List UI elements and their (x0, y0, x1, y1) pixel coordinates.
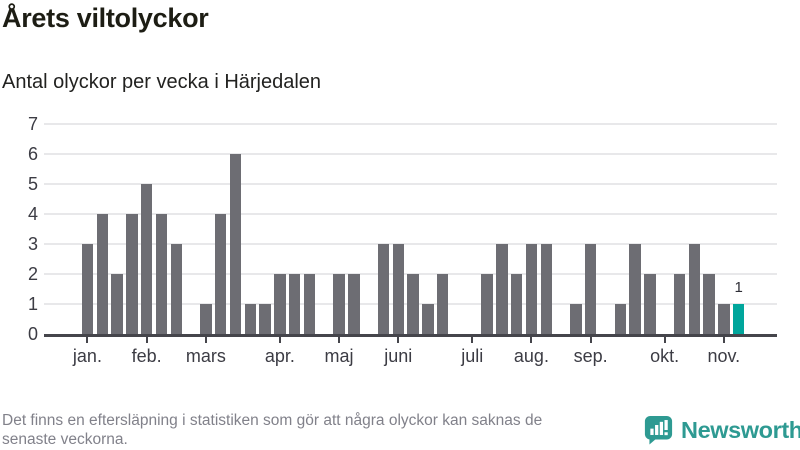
y-axis-label-3: 3 (27, 234, 38, 254)
bar-week-19 (348, 274, 360, 334)
bar-week-24 (422, 304, 434, 334)
gridline-4 (44, 213, 777, 215)
bar-week-9 (200, 304, 212, 334)
x-axis-label-aug: aug. (513, 346, 549, 366)
x-axis-label-mars: mars (185, 346, 226, 366)
y-axis-label-6: 6 (27, 144, 38, 164)
bar-week-44 (718, 304, 730, 334)
x-tick-mars (204, 337, 207, 343)
x-tick-jan (86, 337, 89, 343)
x-axis-label-juli: juli (461, 346, 484, 366)
bar-week-6 (155, 214, 168, 334)
x-axis-label-jan: jan. (72, 346, 102, 366)
y-axis-label-1: 1 (27, 294, 38, 314)
x-tick-nov (722, 337, 725, 343)
bar-week-7 (170, 244, 182, 334)
chart-subtitle: Antal olyckor per vecka i Härjedalen (2, 71, 322, 93)
bar-week-41 (673, 274, 686, 334)
bar-week-29 (496, 244, 508, 334)
bar-week-13 (259, 304, 271, 334)
bar-week-45 (732, 304, 745, 334)
bar-week-15 (288, 274, 301, 334)
y-axis-label-5: 5 (27, 174, 38, 194)
bar-week-37 (614, 304, 626, 334)
x-axis-label-apr: apr. (264, 346, 295, 366)
bar-week-12 (244, 304, 256, 334)
x-axis-label-okt: okt. (650, 346, 680, 366)
x-tick-okt (663, 337, 666, 343)
x-axis-label-juni: juni (384, 346, 413, 366)
x-tick-apr (278, 337, 281, 343)
x-tick-juli (471, 337, 474, 343)
bar-week-31 (525, 244, 538, 334)
gridline-3 (44, 243, 777, 245)
x-axis-label-feb: feb. (131, 346, 162, 366)
y-axis-label-7: 7 (27, 114, 38, 134)
x-tick-maj (338, 337, 341, 343)
x-axis-line (44, 334, 777, 337)
bar-week-3 (111, 274, 123, 334)
bar-week-21 (377, 244, 390, 334)
x-tick-feb (145, 337, 148, 343)
y-axis-label-4: 4 (27, 204, 38, 224)
footnote-line-2: senaste veckorna. (2, 431, 128, 448)
bar-week-39 (644, 274, 656, 334)
bar-week-43 (703, 274, 715, 334)
bar-week-42 (688, 244, 700, 334)
bar-week-11 (229, 154, 242, 334)
gridline-5 (44, 183, 777, 185)
bar-week-5 (140, 184, 153, 334)
bar-week-28 (481, 274, 493, 334)
bar-week-4 (126, 214, 138, 334)
bar-week-38 (629, 244, 641, 334)
bar-week-35 (584, 244, 597, 334)
gridline-7 (44, 123, 777, 125)
y-axis-label-2: 2 (27, 264, 38, 284)
footnote: Det finns en eftersläpning i statistiken… (2, 411, 622, 449)
bar-week-34 (570, 304, 582, 334)
x-tick-sep (589, 337, 592, 343)
highlight-value-label: 1 (734, 279, 743, 296)
bar-week-2 (96, 214, 108, 334)
chart-title: Årets viltolyckor (2, 3, 209, 33)
bar-week-32 (540, 244, 552, 334)
x-axis-label-maj: maj (324, 346, 354, 366)
bar-week-18 (333, 274, 345, 334)
x-axis-label-sep: sep. (573, 346, 608, 366)
x-tick-aug (530, 337, 533, 343)
newsworthy-logo-icon (644, 415, 673, 445)
weekly-accidents-bar-chart: 0 1 2 3 4 5 6 7 1 jan. feb. mars apr. maj juni juli aug.… (27, 114, 777, 366)
x-tick-juni (397, 337, 400, 343)
y-axis-label-0: 0 (27, 324, 38, 344)
newsworthy-logo: Newsworthy (644, 415, 800, 445)
bar-week-22 (392, 244, 404, 334)
bar-week-25 (436, 274, 449, 334)
bar-week-10 (214, 214, 227, 334)
newsworthy-wordmark: Newsworthy (681, 416, 800, 443)
bar-week-30 (510, 274, 523, 334)
footnote-line-1: Det finns en eftersläpning i statistiken… (2, 412, 543, 429)
bar-week-1 (81, 244, 94, 334)
x-axis-label-nov: nov. (707, 346, 741, 366)
bar-week-23 (407, 274, 419, 334)
bar-week-16 (303, 274, 316, 334)
gridline-6 (44, 153, 777, 155)
bar-week-14 (274, 274, 286, 334)
